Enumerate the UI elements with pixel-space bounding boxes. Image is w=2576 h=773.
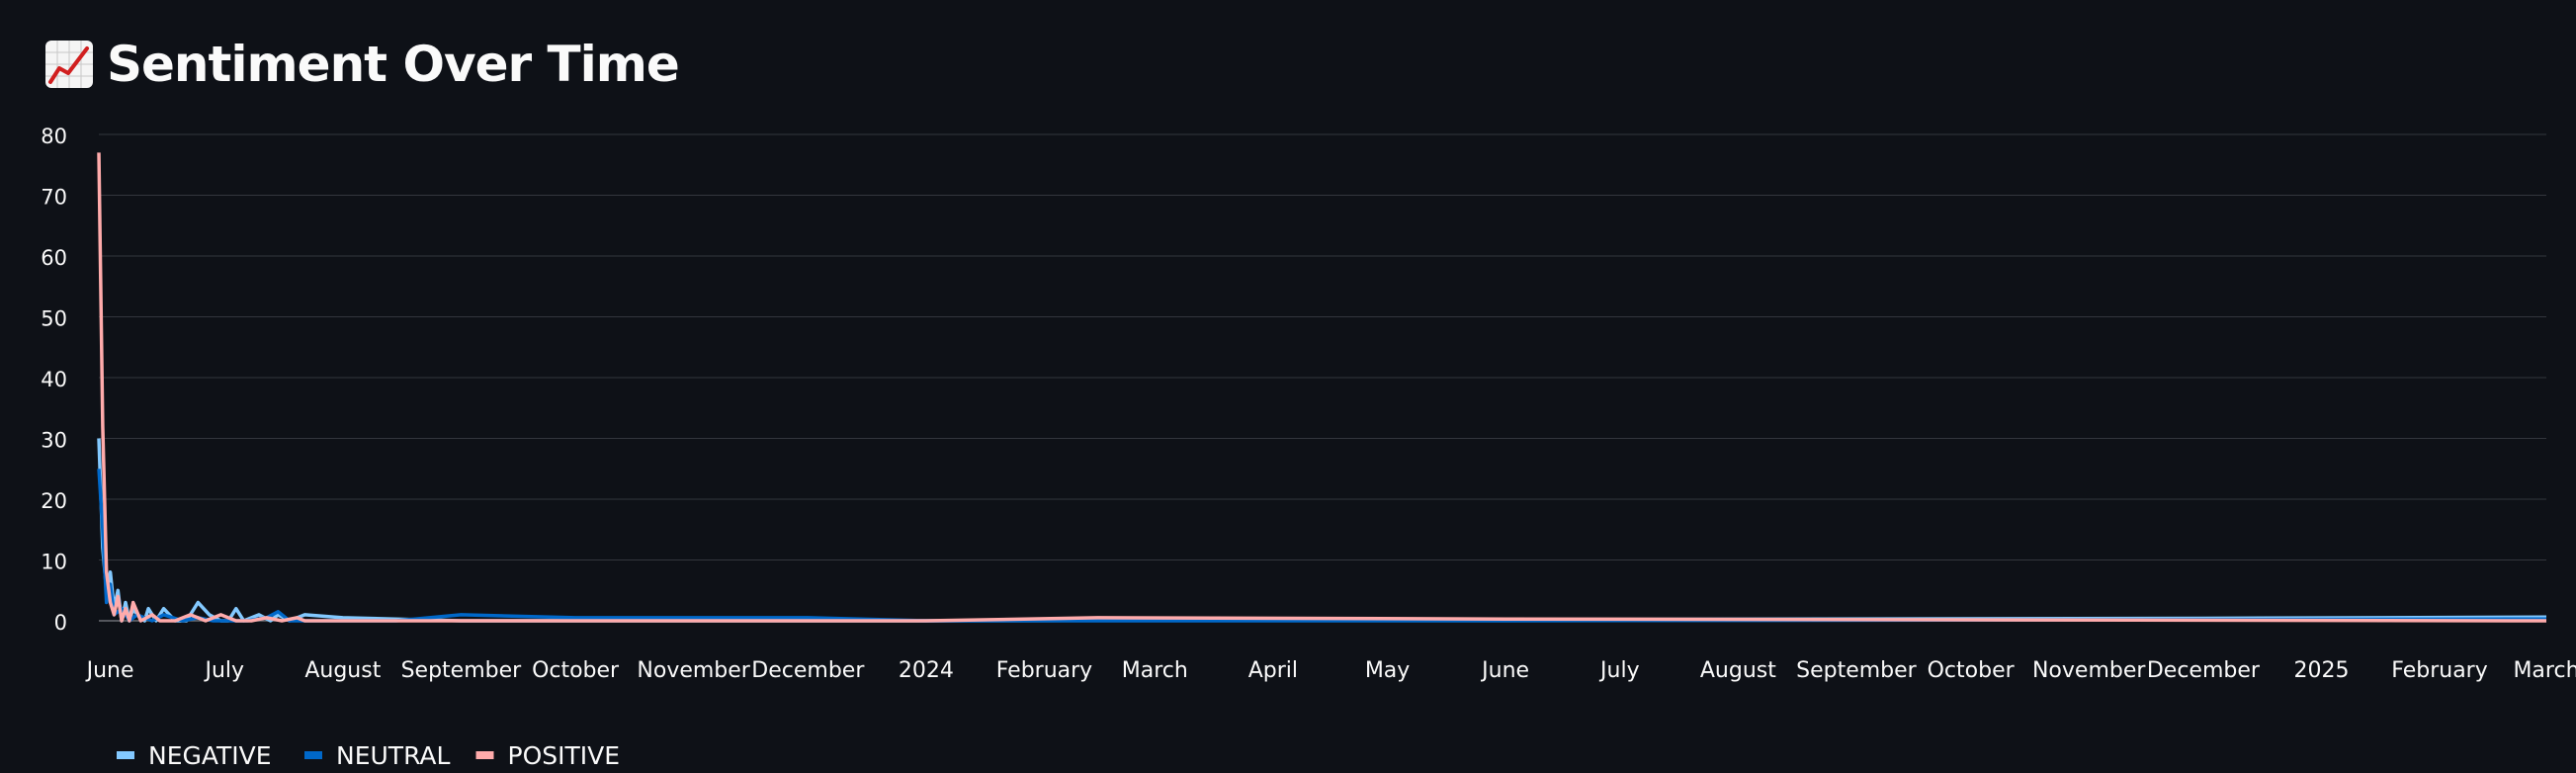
y-tick-label: 60 — [41, 246, 67, 270]
y-tick-label: 70 — [41, 186, 67, 210]
x-axis: June July August September October November De… — [85, 658, 2576, 683]
y-tick-label: 50 — [41, 307, 67, 331]
x-tick-label: July — [1598, 658, 1640, 683]
legend-label: POSITIVE — [508, 741, 621, 770]
x-tick-label: 2025 — [2293, 658, 2349, 683]
chart-legend[interactable]: NEGATIVE NEUTRAL POSITIVE — [117, 741, 620, 770]
x-tick-label: February — [2391, 658, 2488, 683]
chart-grid — [99, 133, 2546, 622]
x-tick-label: December — [751, 658, 865, 683]
series-line-positive — [97, 152, 2547, 623]
legend-item-negative[interactable]: NEGATIVE — [117, 741, 272, 770]
x-tick-label: April — [1248, 658, 1298, 683]
y-tick-label: 40 — [41, 368, 67, 391]
x-tick-label: July — [203, 658, 244, 683]
y-tick-label: 10 — [41, 551, 67, 574]
legend-swatch — [117, 751, 134, 759]
x-tick-label: May — [1365, 658, 1410, 683]
series-line-negative — [97, 438, 2547, 623]
y-tick-label: 80 — [41, 125, 67, 148]
y-axis: 0 10 20 30 40 50 60 70 80 — [41, 125, 67, 635]
x-tick-label: October — [1928, 658, 2016, 683]
x-tick-label: March — [2513, 658, 2576, 683]
x-tick-label: December — [2147, 658, 2261, 683]
legend-item-positive[interactable]: POSITIVE — [475, 741, 621, 770]
x-tick-label: November — [2032, 658, 2146, 683]
x-tick-label: March — [1122, 658, 1188, 683]
y-tick-label: 0 — [54, 611, 67, 635]
x-tick-label: September — [1796, 658, 1918, 683]
y-tick-label: 20 — [41, 489, 67, 513]
x-tick-label: 2024 — [899, 658, 954, 683]
chart-increasing-icon — [45, 41, 93, 88]
legend-swatch — [304, 751, 322, 759]
x-tick-label: October — [532, 658, 620, 683]
y-tick-label: 30 — [41, 429, 67, 453]
x-tick-label: September — [401, 658, 523, 683]
x-tick-label: November — [637, 658, 750, 683]
legend-item-neutral[interactable]: NEUTRAL — [304, 741, 451, 770]
legend-swatch — [475, 751, 494, 759]
chart-series — [97, 152, 2547, 623]
x-tick-label: February — [996, 658, 1093, 683]
x-tick-label: June — [85, 658, 134, 683]
x-tick-label: August — [304, 658, 381, 683]
legend-label: NEUTRAL — [336, 741, 451, 770]
series-line-neutral — [97, 469, 2547, 623]
legend-label: NEGATIVE — [148, 741, 272, 770]
x-tick-label: June — [1480, 658, 1529, 683]
page-title: Sentiment Over Time — [107, 36, 680, 93]
page-title-row: Sentiment Over Time — [43, 30, 680, 99]
x-tick-label: August — [1700, 658, 1776, 683]
